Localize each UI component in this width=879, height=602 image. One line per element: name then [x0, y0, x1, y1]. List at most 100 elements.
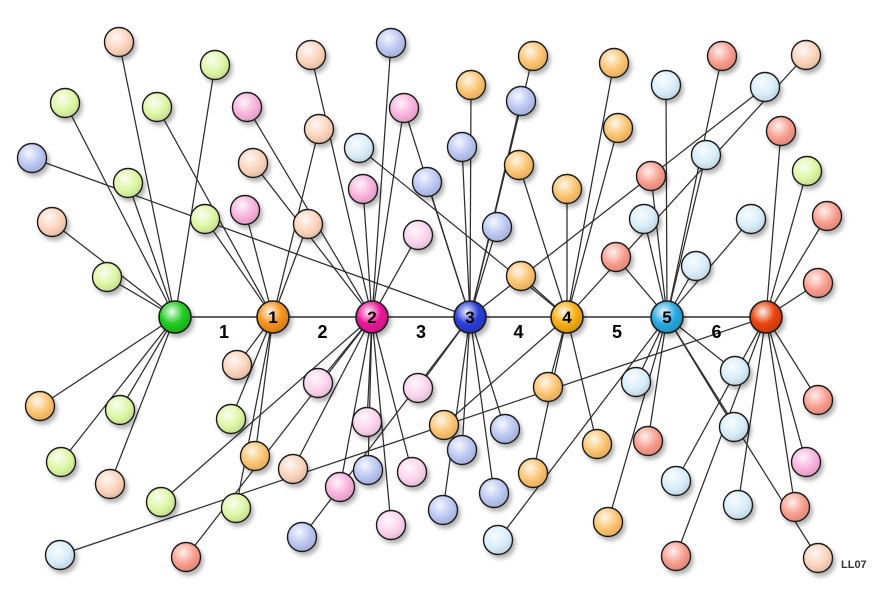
satellite-node — [411, 166, 443, 198]
satellite-node — [650, 69, 682, 101]
satellite-node — [45, 446, 77, 478]
satellite-node — [722, 489, 754, 521]
edge-line — [426, 181, 471, 318]
labels-layer: 1 2 3 4 5 6 1 2 3 4 5 — [219, 308, 722, 342]
satellite-node — [428, 409, 460, 441]
satellite-node — [680, 250, 712, 282]
satellite-node — [635, 160, 667, 192]
satellite-node — [779, 491, 811, 523]
satellite-node — [44, 539, 76, 571]
edge-line — [252, 162, 373, 318]
satellite-node — [478, 477, 510, 509]
edge-line — [31, 157, 471, 318]
edge-line — [566, 62, 615, 318]
satellite-node — [802, 542, 834, 574]
satellite-node — [215, 403, 247, 435]
edge-line — [469, 316, 495, 494]
edges-layer — [31, 41, 828, 559]
edge-line — [566, 127, 619, 318]
edge-line — [119, 316, 176, 411]
satellite-node — [91, 261, 123, 293]
satellite-node — [628, 203, 660, 235]
edge-line — [469, 84, 472, 318]
satellite-node — [343, 132, 375, 164]
edge-line — [204, 218, 274, 318]
edge-label: 2 — [317, 322, 327, 342]
edge-line — [765, 316, 796, 508]
satellite-node — [145, 486, 177, 518]
hub-node — [453, 300, 487, 334]
edge-line — [650, 175, 668, 318]
edge-line — [607, 316, 668, 523]
satellite-node — [303, 113, 335, 145]
edge-line — [666, 154, 707, 318]
edge-line — [174, 64, 216, 318]
satellite-node — [324, 471, 356, 503]
satellite-node — [104, 394, 136, 426]
satellite-node — [719, 355, 751, 387]
edge-line — [358, 147, 568, 318]
edge-line — [765, 316, 807, 463]
satellite-node — [802, 267, 834, 299]
edge-line — [301, 316, 471, 538]
hub-node — [550, 300, 584, 334]
edge-line — [118, 41, 176, 318]
satellite-node — [302, 367, 334, 399]
satellite-node — [427, 494, 459, 526]
satellite-node — [352, 454, 384, 486]
satellite-node — [505, 260, 537, 292]
edge-line — [647, 316, 668, 442]
satellite-node — [791, 155, 823, 187]
hub-label: 5 — [662, 308, 671, 327]
edge-line — [310, 54, 373, 318]
edge-line — [160, 316, 373, 503]
satellite-node — [482, 524, 514, 556]
satellite-node — [446, 434, 478, 466]
satellite-node — [94, 468, 126, 500]
satellite-node — [351, 406, 383, 438]
satellite-node — [632, 425, 664, 457]
satellite-node — [402, 372, 434, 404]
satellite-node — [660, 540, 692, 572]
hub-label: 2 — [367, 308, 376, 327]
satellite-node — [229, 194, 261, 226]
satellite-node — [517, 457, 549, 489]
edge-line — [469, 316, 506, 430]
satellite-node — [220, 492, 252, 524]
satellite-node — [489, 413, 521, 445]
satellite-node — [16, 142, 48, 174]
edge-line — [675, 316, 767, 557]
satellite-node — [375, 27, 407, 59]
edge-line — [64, 102, 176, 318]
satellite-node — [749, 71, 781, 103]
satellite-node — [581, 428, 613, 460]
satellite-node — [103, 26, 135, 58]
edge-line — [461, 146, 471, 318]
edge-line — [461, 316, 471, 451]
satellite-node — [811, 200, 843, 232]
satellite-node — [735, 203, 767, 235]
edge-line — [518, 164, 568, 318]
satellite-node — [292, 208, 324, 240]
edge-line — [371, 316, 413, 473]
edge-line — [60, 316, 176, 463]
edge-line — [497, 316, 668, 541]
satellite-node — [446, 131, 478, 163]
hub-node — [256, 300, 290, 334]
edge-label: 6 — [711, 322, 721, 342]
edge-line — [765, 170, 808, 318]
edge-line — [254, 316, 274, 457]
satellite-node — [170, 541, 202, 573]
edge-line — [235, 316, 274, 509]
satellite-node — [24, 390, 56, 422]
satellite-node — [36, 206, 68, 238]
edge-label: 3 — [416, 322, 426, 342]
satellite-node — [481, 211, 513, 243]
satellite-node — [718, 411, 750, 443]
edge-line — [371, 107, 405, 318]
edge-line — [39, 316, 176, 407]
edge-line — [362, 188, 373, 318]
edge-line — [665, 84, 668, 318]
edge-label: 5 — [612, 322, 622, 342]
edge-line — [765, 215, 828, 318]
